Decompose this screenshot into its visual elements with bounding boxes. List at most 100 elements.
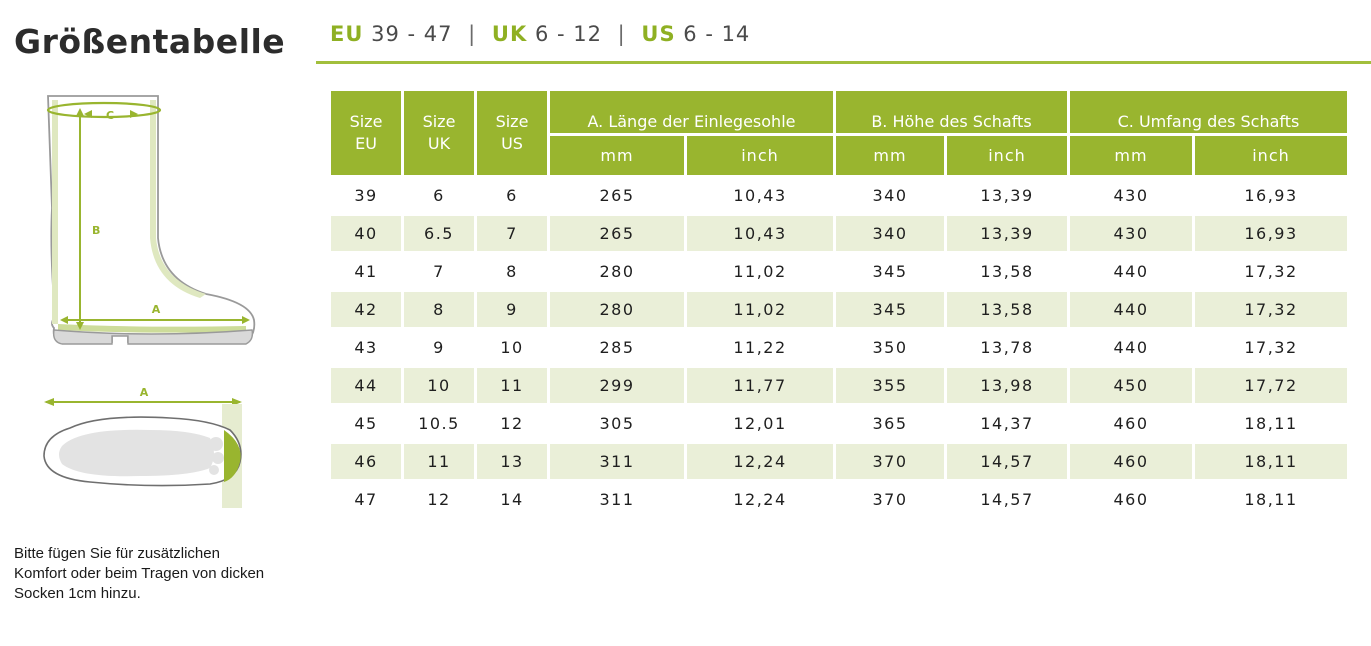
table-row: 41 7 8 280 11,02 345 13,58 440 17,32 xyxy=(331,254,1347,289)
table-cell: 18,11 xyxy=(1244,490,1298,509)
table-cell: 460 xyxy=(1113,490,1149,509)
table-row: 47 12 14 311 12,24 370 14,57 460 18,11 xyxy=(331,482,1347,517)
table-cell: 11 xyxy=(404,444,474,479)
table-cell: 43 xyxy=(354,338,378,357)
header-us-label: US xyxy=(501,134,523,153)
table-cell: 17,32 xyxy=(1244,338,1298,357)
table-cell: 10.5 xyxy=(418,414,460,433)
header-size-label: Size xyxy=(349,112,383,131)
table-cell: 311 xyxy=(550,444,684,479)
group-shaft-circumference: C. Umfang des Schafts xyxy=(1070,91,1347,133)
size-table: Size EU Size UK Size US A. Länge der Ein… xyxy=(328,88,1350,520)
table-cell: 16,93 xyxy=(1244,186,1298,205)
table-cell: 16,93 xyxy=(1195,216,1347,251)
table-cell: 42 xyxy=(331,292,401,327)
table-cell: 47 xyxy=(354,490,378,509)
table-cell: 41 xyxy=(354,262,378,281)
label-a-sole: A xyxy=(140,386,149,399)
table-cell: 440 xyxy=(1113,262,1149,281)
table-cell: 430 xyxy=(1113,186,1149,205)
group-insole-length: A. Länge der Einlegesohle xyxy=(550,91,833,133)
table-cell: 13,39 xyxy=(980,186,1034,205)
table-cell: 6 xyxy=(506,186,518,205)
table-cell: 18,11 xyxy=(1195,444,1347,479)
header-divider xyxy=(316,61,1371,64)
fit-note: Bitte fügen Sie für zusätzlichen Komfort… xyxy=(14,545,265,602)
size-separator: | xyxy=(617,22,626,46)
table-row: 40 6.5 7 265 10,43 340 13,39 430 16,93 xyxy=(331,216,1347,251)
table-cell: 370 xyxy=(872,490,908,509)
table-cell: 440 xyxy=(1113,338,1149,357)
table-cell: 14,37 xyxy=(980,414,1034,433)
table-cell: 40 xyxy=(331,216,401,251)
table-cell: 280 xyxy=(550,292,684,327)
header-size-label: Size xyxy=(495,112,529,131)
header-size-label: Size xyxy=(422,112,456,131)
table-row: 44 10 11 299 11,77 355 13,98 450 17,72 xyxy=(331,368,1347,403)
boot-side-view-icon: C B A xyxy=(46,95,256,345)
boot-sole-view-icon: A xyxy=(43,386,242,508)
table-cell: 10,43 xyxy=(733,186,787,205)
table-cell: 13 xyxy=(477,444,547,479)
table-cell: 340 xyxy=(872,186,908,205)
group-shaft-height: B. Höhe des Schafts xyxy=(836,91,1067,133)
header-eu-label: EU xyxy=(355,134,377,153)
table-cell: 370 xyxy=(836,444,944,479)
table-cell: 7 xyxy=(477,216,547,251)
table-cell: 12 xyxy=(427,490,451,509)
unit-mm: mm xyxy=(1070,135,1192,175)
table-cell: 46 xyxy=(331,444,401,479)
table-cell: 311 xyxy=(599,490,635,509)
label-b: B xyxy=(92,224,100,237)
table-cell: 8 xyxy=(506,262,518,281)
table-cell: 350 xyxy=(872,338,908,357)
table-cell: 18,11 xyxy=(1244,414,1298,433)
table-cell: 12,24 xyxy=(687,444,833,479)
table-cell: 14,57 xyxy=(947,444,1067,479)
table-cell: 13,58 xyxy=(980,262,1034,281)
table-cell: 8 xyxy=(404,292,474,327)
table-row: 45 10.5 12 305 12,01 365 14,37 460 18,11 xyxy=(331,406,1347,441)
table-cell: 440 xyxy=(1070,292,1192,327)
table-cell: 7 xyxy=(433,262,445,281)
label-c: C xyxy=(106,109,114,122)
table-cell: 265 xyxy=(599,186,635,205)
table-cell: 44 xyxy=(331,368,401,403)
table-cell: 12,24 xyxy=(733,490,787,509)
size-separator: | xyxy=(468,22,477,46)
boot-sole xyxy=(52,329,254,345)
table-cell: 11,22 xyxy=(733,338,787,357)
table-cell: 345 xyxy=(872,262,908,281)
page-title: Größentabelle xyxy=(14,22,286,61)
table-row: 43 9 10 285 11,22 350 13,78 440 17,32 xyxy=(331,330,1347,365)
unit-inch: inch xyxy=(947,135,1067,175)
unit-mm: mm xyxy=(550,135,684,175)
table-cell: 460 xyxy=(1113,414,1149,433)
table-cell: 45 xyxy=(354,414,378,433)
table-cell: 10 xyxy=(404,368,474,403)
table-cell: 365 xyxy=(872,414,908,433)
table-cell: 17,72 xyxy=(1195,368,1347,403)
size-system-uk: UK xyxy=(491,22,528,46)
unit-mm: mm xyxy=(836,135,944,175)
table-cell: 13,98 xyxy=(947,368,1067,403)
table-cell: 299 xyxy=(550,368,684,403)
table-body: 39 6 6 265 10,43 340 13,39 430 16,93 40 … xyxy=(331,178,1347,517)
col-size-uk: Size UK xyxy=(404,91,474,175)
col-size-eu: Size EU xyxy=(331,91,401,175)
table-cell: 14,57 xyxy=(980,490,1034,509)
table-cell: 450 xyxy=(1070,368,1192,403)
unit-inch: inch xyxy=(687,135,833,175)
size-range-uk: 6 - 12 xyxy=(534,22,602,46)
size-range-us: 6 - 14 xyxy=(683,22,751,46)
label-a: A xyxy=(152,303,161,316)
table-cell: 9 xyxy=(433,338,445,357)
table-cell: 10,43 xyxy=(687,216,833,251)
table-cell: 280 xyxy=(599,262,635,281)
table-cell: 17,32 xyxy=(1244,262,1298,281)
table-cell: 340 xyxy=(836,216,944,251)
table-cell: 11,77 xyxy=(687,368,833,403)
header-uk-label: UK xyxy=(427,134,451,153)
table-cell: 6.5 xyxy=(404,216,474,251)
size-range-eu: 39 - 47 xyxy=(371,22,453,46)
